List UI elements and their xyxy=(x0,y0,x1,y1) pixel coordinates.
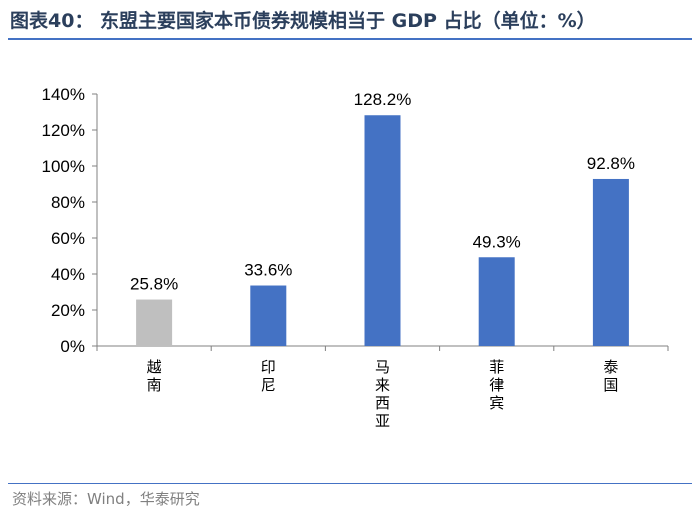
bars xyxy=(136,115,629,347)
x-tick-label: 印尼 xyxy=(261,358,276,394)
bar xyxy=(592,178,629,346)
x-tick-label: 泰国 xyxy=(603,358,618,394)
y-tick-label: 120% xyxy=(42,121,85,140)
data-label: 128.2% xyxy=(354,90,412,109)
chart-title: 图表40： 东盟主要国家本币债券规模相当于 GDP 占比（单位：%） xyxy=(10,10,596,32)
bar-chart: 0% 20% 40% 60% 80% 100% 120% 140% 越南 印尼 马来西亚 菲律宾 泰国… xyxy=(42,85,669,430)
x-axis: 越南 印尼 马来西亚 菲律宾 泰国 xyxy=(96,345,669,430)
source-note: 资料来源：Wind，华泰研究 xyxy=(12,490,200,508)
y-tick-label: 0% xyxy=(60,337,85,356)
y-axis: 0% 20% 40% 60% 80% 100% 120% 140% xyxy=(42,85,98,356)
data-label: 92.8% xyxy=(587,154,635,173)
data-labels: 25.8% 33.6% 128.2% 49.3% 92.8% xyxy=(130,90,635,293)
y-tick-label: 40% xyxy=(51,265,85,284)
bar xyxy=(478,257,515,346)
y-tick-label: 80% xyxy=(51,193,85,212)
data-label: 25.8% xyxy=(130,275,178,294)
x-tick-label: 马来西亚 xyxy=(375,358,390,430)
bar xyxy=(364,115,401,347)
y-tick-label: 60% xyxy=(51,229,85,248)
y-tick-label: 140% xyxy=(42,85,85,104)
x-tick-label: 越南 xyxy=(147,358,162,394)
data-label: 49.3% xyxy=(473,232,521,251)
y-tick-label: 100% xyxy=(42,157,85,176)
x-tick-label: 菲律宾 xyxy=(489,358,504,412)
footer-divider xyxy=(8,483,692,484)
data-label: 33.6% xyxy=(244,261,292,280)
bar xyxy=(136,299,173,346)
bar xyxy=(250,285,287,346)
y-tick-label: 20% xyxy=(51,301,85,320)
title-divider xyxy=(8,38,692,40)
